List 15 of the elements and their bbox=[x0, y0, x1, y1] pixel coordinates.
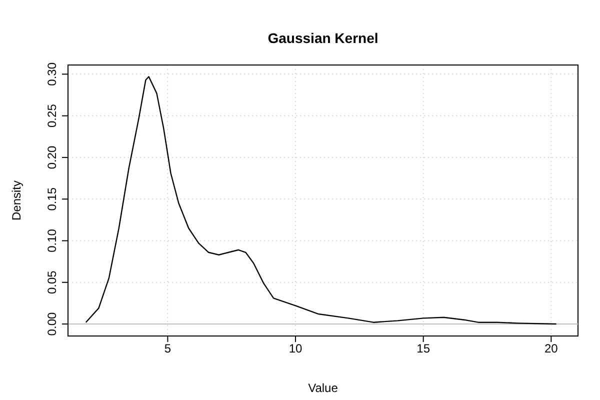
y-tick-label: 0.20 bbox=[45, 145, 59, 170]
y-tick-label: 0.05 bbox=[45, 270, 59, 294]
y-tick-label: 0.00 bbox=[45, 312, 59, 336]
y-tick-label: 0.10 bbox=[45, 228, 59, 252]
x-tick-label: 10 bbox=[288, 342, 303, 356]
line-series bbox=[85, 76, 557, 325]
x-tick-label: 15 bbox=[416, 342, 430, 356]
y-tick-label: 0.25 bbox=[45, 104, 59, 128]
x-tick-label: 5 bbox=[164, 342, 172, 356]
y-tick-label: 0.30 bbox=[45, 62, 59, 86]
y-tick-label: 0.15 bbox=[45, 187, 59, 211]
x-tick-label: 20 bbox=[544, 342, 558, 356]
x-axis-title: Value bbox=[308, 381, 338, 395]
chart-title: Gaussian Kernel bbox=[266, 30, 380, 46]
y-axis-title: Density bbox=[9, 180, 24, 221]
